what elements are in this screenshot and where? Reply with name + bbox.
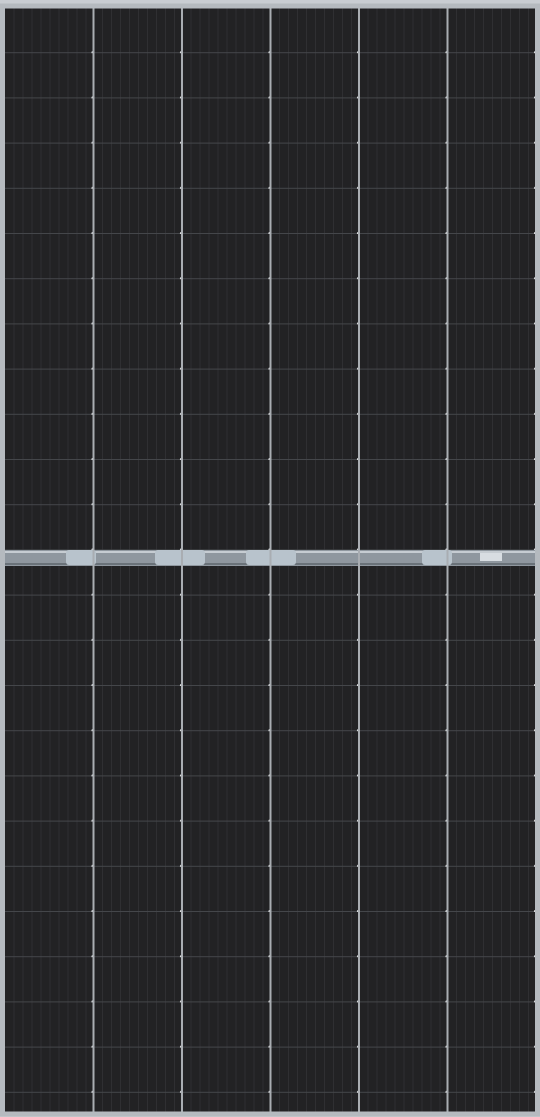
junction-box xyxy=(155,550,205,565)
page: {} html, body { margin: 0; padding: 0; w… xyxy=(0,0,540,1117)
connector xyxy=(480,553,502,561)
page-body: (() => { JSON.parse(document.getElementB… xyxy=(0,0,540,1117)
solar-panel-photo xyxy=(0,0,540,1117)
junction-box xyxy=(66,550,96,565)
